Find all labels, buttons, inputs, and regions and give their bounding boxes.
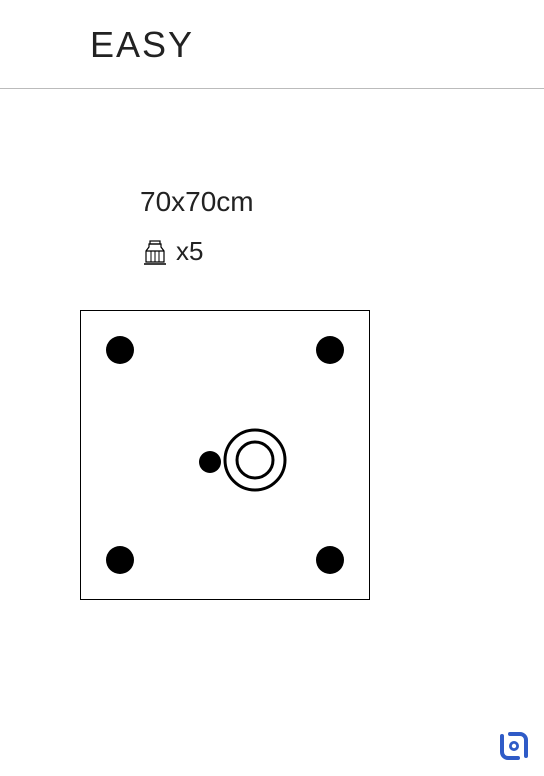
mount-point [199,451,221,473]
component-count: x5 [140,236,203,267]
page-title: EASY [90,24,194,66]
dimensions-label: 70x70cm [140,186,254,218]
layout-diagram [80,310,370,600]
center-ring [225,430,285,490]
jar-icon [140,237,170,267]
mount-point [316,336,344,364]
mount-point [106,336,134,364]
count-label: x5 [176,236,203,267]
brand-logo-icon [496,728,532,764]
center-ring [237,442,273,478]
mount-point [316,546,344,574]
divider [0,88,544,89]
mount-point [106,546,134,574]
